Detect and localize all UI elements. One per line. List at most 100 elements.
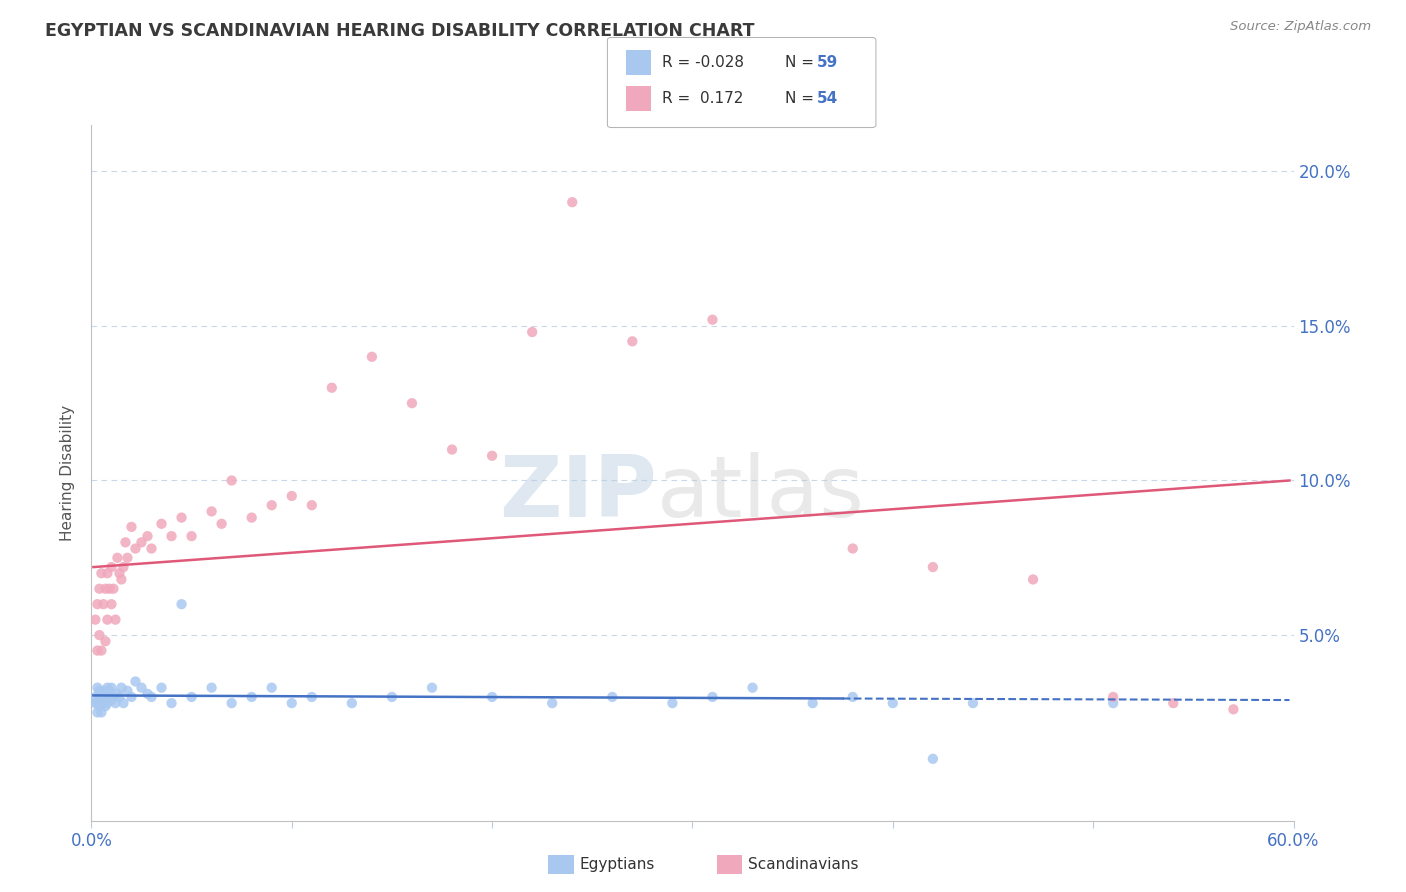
- Point: [94, 582, 117, 596]
- Point: [84, 690, 107, 704]
- Point: [104, 613, 127, 627]
- Point: [240, 690, 263, 704]
- Point: [401, 396, 423, 410]
- Point: [124, 541, 146, 556]
- Point: [94, 634, 117, 648]
- Point: [112, 696, 135, 710]
- Text: ZIP: ZIP: [499, 452, 657, 535]
- Point: [301, 690, 323, 704]
- Point: [104, 696, 127, 710]
- Point: [801, 696, 824, 710]
- Point: [90, 687, 112, 701]
- Point: [702, 312, 724, 326]
- Point: [221, 696, 243, 710]
- Point: [93, 683, 115, 698]
- Point: [170, 597, 193, 611]
- Point: [201, 504, 224, 518]
- Point: [94, 690, 117, 704]
- Point: [260, 498, 283, 512]
- Point: [100, 693, 122, 707]
- Point: [1163, 696, 1185, 710]
- Point: [93, 696, 115, 710]
- Point: [110, 573, 132, 587]
- Point: [103, 690, 125, 704]
- Point: [121, 690, 143, 704]
- Point: [121, 520, 143, 534]
- Point: [124, 674, 146, 689]
- Point: [841, 541, 863, 556]
- Point: [141, 690, 163, 704]
- Point: [114, 535, 136, 549]
- Point: [170, 510, 193, 524]
- Point: [100, 681, 122, 695]
- Point: [90, 706, 112, 720]
- Point: [93, 690, 115, 704]
- Point: [160, 529, 183, 543]
- Point: [180, 690, 202, 704]
- Point: [110, 681, 132, 695]
- Point: [90, 566, 112, 581]
- Point: [96, 681, 118, 695]
- Point: [301, 498, 323, 512]
- Point: [621, 334, 644, 349]
- Point: [96, 566, 118, 581]
- Point: [131, 535, 153, 549]
- Point: [281, 696, 304, 710]
- Point: [86, 597, 108, 611]
- Point: [922, 752, 945, 766]
- Text: N =: N =: [785, 55, 818, 70]
- Point: [602, 690, 624, 704]
- Point: [150, 681, 173, 695]
- Text: N =: N =: [785, 91, 818, 105]
- Point: [86, 696, 108, 710]
- Text: atlas: atlas: [657, 452, 865, 535]
- Point: [1222, 702, 1244, 716]
- Point: [96, 696, 118, 710]
- Text: R =  0.172: R = 0.172: [662, 91, 744, 105]
- Point: [741, 681, 763, 695]
- Point: [112, 560, 135, 574]
- Text: 54: 54: [817, 91, 838, 105]
- Text: Egyptians: Egyptians: [579, 857, 655, 871]
- Point: [86, 643, 108, 657]
- Point: [240, 510, 263, 524]
- Point: [136, 687, 159, 701]
- Text: 59: 59: [817, 55, 838, 70]
- Point: [107, 687, 129, 701]
- Text: EGYPTIAN VS SCANDINAVIAN HEARING DISABILITY CORRELATION CHART: EGYPTIAN VS SCANDINAVIAN HEARING DISABIL…: [45, 22, 755, 40]
- Point: [201, 681, 224, 695]
- Text: Scandinavians: Scandinavians: [748, 857, 859, 871]
- Y-axis label: Hearing Disability: Hearing Disability: [60, 405, 76, 541]
- Point: [90, 643, 112, 657]
- Point: [962, 696, 984, 710]
- Point: [86, 681, 108, 695]
- Point: [160, 696, 183, 710]
- Point: [141, 541, 163, 556]
- Point: [180, 529, 202, 543]
- Point: [96, 613, 118, 627]
- Point: [561, 195, 583, 210]
- Point: [90, 696, 112, 710]
- Point: [481, 690, 503, 704]
- Point: [84, 613, 107, 627]
- Point: [281, 489, 304, 503]
- Point: [360, 350, 382, 364]
- Point: [103, 582, 125, 596]
- Point: [100, 560, 122, 574]
- Point: [321, 381, 343, 395]
- Point: [98, 683, 121, 698]
- Point: [381, 690, 404, 704]
- Point: [117, 550, 139, 565]
- Point: [882, 696, 904, 710]
- Point: [89, 582, 111, 596]
- Point: [108, 566, 131, 581]
- Point: [841, 690, 863, 704]
- Point: [89, 699, 111, 714]
- Point: [420, 681, 443, 695]
- Point: [1102, 696, 1125, 710]
- Point: [136, 529, 159, 543]
- Point: [702, 690, 724, 704]
- Point: [481, 449, 503, 463]
- Point: [661, 696, 683, 710]
- Point: [922, 560, 945, 574]
